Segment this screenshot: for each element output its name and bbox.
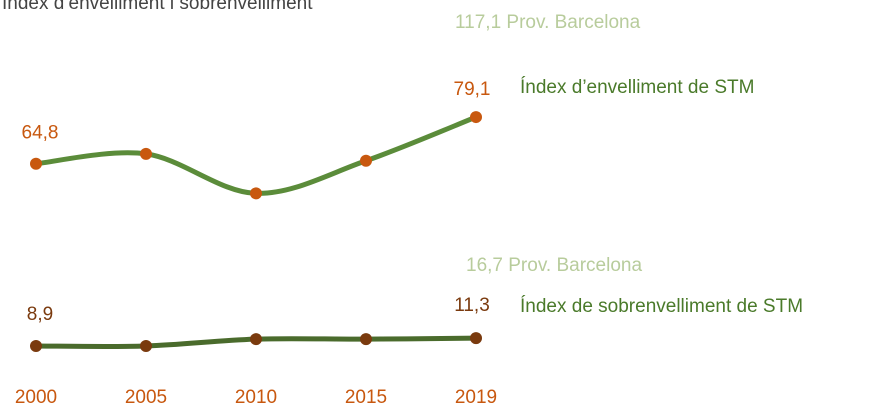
- series-name: Índex de sobrenvelliment de STM: [520, 296, 803, 317]
- data-label: 79,1: [454, 79, 491, 100]
- series-line: [33, 114, 479, 196]
- data-point: [250, 333, 262, 346]
- x-tick-label: 2015: [345, 387, 387, 408]
- data-point: [360, 154, 372, 167]
- data-point: [140, 147, 152, 160]
- series-name: Índex d’envelliment de STM: [520, 77, 754, 98]
- data-label: 64,8: [22, 123, 59, 144]
- x-tick-label: 2005: [125, 387, 167, 408]
- data-point: [140, 339, 152, 352]
- data-point: [360, 333, 372, 346]
- reference-note: 117,1 Prov. Barcelona: [455, 12, 641, 33]
- data-point: [470, 332, 482, 345]
- data-point: [470, 111, 482, 124]
- data-point: [30, 339, 42, 352]
- data-label: 8,9: [27, 304, 53, 325]
- data-point: [250, 187, 262, 200]
- data-point: [30, 157, 42, 170]
- data-label: 11,3: [454, 295, 490, 316]
- x-tick-label: 2000: [15, 387, 57, 408]
- chart-title: Índex d’envelliment i sobrenvelliment: [2, 0, 313, 14]
- reference-note: 16,7 Prov. Barcelona: [466, 255, 642, 276]
- x-tick-label: 2010: [235, 387, 277, 408]
- x-tick-label: 2019: [455, 387, 497, 408]
